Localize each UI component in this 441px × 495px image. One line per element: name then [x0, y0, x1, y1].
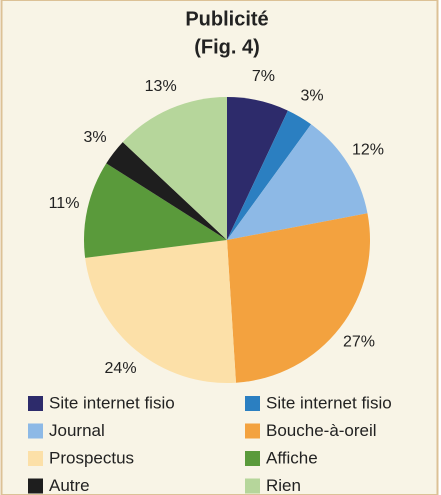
data-label: 27%	[343, 334, 375, 351]
data-label: 24%	[105, 360, 137, 377]
legend-label: Bouche-à-oreil	[266, 421, 377, 440]
pie-slice	[227, 124, 368, 240]
pie-slice	[122, 97, 227, 240]
pie-slice	[106, 142, 227, 240]
legend-label: Autre	[49, 476, 90, 495]
data-label: 3%	[300, 87, 323, 104]
data-label: 7%	[252, 68, 275, 85]
legend-swatch	[28, 396, 43, 411]
legend-swatch	[28, 478, 43, 494]
data-label: 13%	[145, 78, 177, 95]
legend-swatch	[245, 478, 260, 494]
data-label: 11%	[49, 195, 80, 212]
legend-swatch	[28, 451, 43, 466]
pie-slice	[227, 110, 312, 240]
pie-slice	[85, 240, 236, 384]
legend-swatch	[245, 423, 260, 439]
legend-label: Journal	[49, 421, 105, 440]
pie-slice	[84, 163, 228, 258]
legend-label: Site internet fisio	[49, 393, 175, 412]
chart-title: Publicité	[185, 8, 268, 30]
legend-label: Site internet fisio	[266, 393, 392, 412]
legend-swatch	[245, 451, 260, 466]
legend-swatch	[28, 423, 43, 439]
legend-label: Affiche	[266, 448, 318, 467]
pie-slice	[227, 97, 288, 240]
chart-subtitle: (Fig. 4)	[194, 36, 260, 58]
data-label: 3%	[83, 129, 106, 146]
legend-swatch	[245, 396, 260, 411]
legend-label: Rien	[266, 476, 301, 495]
legend-label: Prospectus	[49, 448, 134, 467]
data-label: 12%	[352, 142, 384, 159]
pie-slice	[227, 213, 370, 383]
